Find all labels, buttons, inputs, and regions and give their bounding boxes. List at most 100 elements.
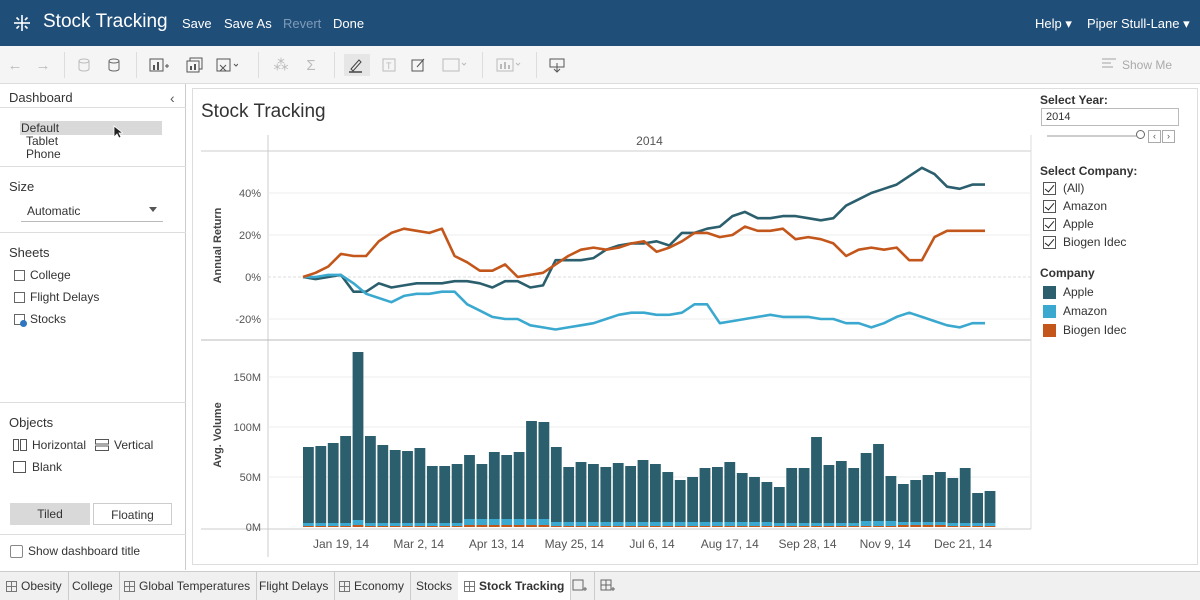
tab-global-temperatures[interactable]: Global Temperatures: [118, 572, 258, 600]
sheet-item-label: College: [30, 268, 71, 282]
year-slider-track[interactable]: [1047, 135, 1143, 137]
previous-year-button[interactable]: ‹: [1148, 130, 1161, 143]
download-icon[interactable]: [546, 54, 568, 76]
bar-amazon: [798, 523, 810, 526]
done-button[interactable]: Done: [333, 16, 365, 31]
bar-amazon: [501, 519, 513, 525]
pause-update-icon[interactable]: [104, 54, 126, 76]
bar-apple: [674, 480, 686, 522]
save-button[interactable]: Save: [182, 16, 212, 31]
company-filter-label: (All): [1063, 181, 1085, 195]
bar-apple: [947, 478, 959, 523]
tab-stocks[interactable]: Stocks: [410, 572, 460, 600]
revert-button[interactable]: Revert: [283, 16, 322, 31]
device-default[interactable]: Default: [20, 121, 162, 135]
tab-economy[interactable]: Economy: [333, 572, 412, 600]
tab-flight-delays[interactable]: Flight Delays: [253, 572, 336, 600]
show-me-button[interactable]: Show Me: [1121, 58, 1172, 72]
bar-biogen-idec: [650, 526, 661, 527]
bar-biogen-idec: [315, 526, 327, 527]
bar-amazon: [736, 522, 748, 526]
object-horizontal[interactable]: Horizontal: [13, 438, 86, 452]
floating-toggle[interactable]: Floating: [93, 503, 172, 525]
new-worksheet-tab-button[interactable]: [566, 572, 595, 600]
checkbox[interactable]: [10, 544, 23, 558]
undo-icon[interactable]: ←: [7, 56, 23, 74]
bar-amazon: [811, 523, 822, 526]
bar-biogen-idec: [749, 526, 760, 527]
bar-amazon: [724, 522, 736, 526]
redo-icon[interactable]: →: [35, 56, 51, 74]
totals-icon[interactable]: Σ: [306, 56, 316, 74]
x-tick-label: Apr 13, 14: [469, 537, 525, 551]
bar-apple: [426, 466, 438, 523]
clear-sheet-icon[interactable]: [216, 54, 238, 76]
save-as-button[interactable]: Save As: [224, 16, 272, 31]
company-filter-biogen[interactable]: Biogen Idec: [1043, 235, 1126, 249]
duplicate-sheet-icon[interactable]: [184, 54, 206, 76]
collapse-panel-icon[interactable]: ‹: [170, 90, 175, 106]
bar-apple: [935, 472, 946, 522]
y-tick-label: 20%: [239, 230, 261, 242]
next-year-button[interactable]: ›: [1162, 130, 1175, 143]
company-filter-apple[interactable]: Apple: [1043, 217, 1094, 231]
object-vertical[interactable]: Vertical: [95, 438, 153, 452]
bar-apple: [488, 452, 500, 519]
legend-item-biogen[interactable]: Biogen Idec: [1043, 323, 1126, 337]
sheet-item-flight-delays[interactable]: Flight Delays: [14, 290, 99, 304]
bar-biogen-idec: [935, 525, 946, 527]
new-dashboard-tab-button[interactable]: [594, 572, 622, 600]
bar-amazon: [699, 522, 711, 526]
sheet-item-stocks[interactable]: Stocks: [14, 312, 66, 327]
size-dropdown[interactable]: Automatic: [21, 202, 163, 222]
company-filter-all[interactable]: (All): [1043, 181, 1084, 195]
company-filter-amazon[interactable]: Amazon: [1043, 199, 1107, 213]
tiled-toggle[interactable]: Tiled: [10, 503, 90, 525]
bar-apple: [972, 493, 983, 523]
dashboard-canvas: Stock Tracking 2014 40% 20% 0% -20% Annual Re…: [192, 88, 1198, 565]
x-tick-label: Jul 6, 14: [629, 537, 675, 551]
company-filter-label: Apple: [1063, 217, 1094, 231]
text-label-icon[interactable]: T: [378, 54, 400, 76]
tab-stock-tracking[interactable]: Stock Tracking: [458, 572, 572, 600]
fit-icon[interactable]: [440, 54, 470, 76]
bar-amazon: [303, 523, 314, 526]
bar-apple: [637, 460, 649, 522]
bar-apple: [922, 475, 934, 522]
tab-label: Stock Tracking: [479, 579, 565, 593]
object-label: Blank: [32, 460, 63, 474]
sheet-item-college[interactable]: College: [14, 268, 71, 282]
highlight-icon[interactable]: [344, 54, 370, 76]
show-title-checkbox[interactable]: Show dashboard title: [10, 544, 140, 558]
checkbox-checked[interactable]: [1043, 199, 1056, 213]
help-menu[interactable]: Help ▾: [1035, 16, 1072, 31]
bar-biogen-idec: [451, 526, 463, 527]
checkbox-checked[interactable]: [1043, 235, 1056, 249]
year-slider-thumb[interactable]: [1136, 130, 1145, 139]
tab-obesity[interactable]: Obesity: [0, 572, 69, 600]
new-worksheet-icon[interactable]: [148, 54, 170, 76]
bar-apple: [414, 448, 426, 523]
dashboard-panel: Dashboard ‹ Default Tablet Phone Size Au…: [0, 84, 186, 570]
show-me-icon[interactable]: [1102, 57, 1116, 71]
device-phone[interactable]: Phone: [26, 147, 61, 161]
bar-biogen-idec: [798, 526, 810, 527]
checkbox-checked[interactable]: [1043, 217, 1056, 231]
bar-apple: [736, 473, 748, 522]
tab-college[interactable]: College: [66, 572, 120, 600]
legend-label: Amazon: [1063, 304, 1108, 318]
checkbox-checked[interactable]: [1043, 181, 1056, 195]
group-icon[interactable]: ⁂: [273, 57, 289, 74]
bar-amazon: [526, 519, 537, 525]
worksheet-icon: [14, 269, 25, 281]
legend-item-apple[interactable]: Apple: [1043, 285, 1094, 299]
legend-item-amazon[interactable]: Amazon: [1043, 304, 1107, 318]
user-menu[interactable]: Piper Stull-Lane ▾: [1087, 16, 1190, 31]
bar-apple: [439, 466, 451, 523]
present-icon[interactable]: [494, 54, 524, 76]
object-blank[interactable]: Blank: [13, 460, 62, 474]
device-tablet[interactable]: Tablet: [26, 134, 59, 148]
new-datasource-icon[interactable]: [74, 54, 96, 76]
annotate-icon[interactable]: [408, 54, 430, 76]
year-filter-input[interactable]: 2014: [1041, 108, 1179, 126]
